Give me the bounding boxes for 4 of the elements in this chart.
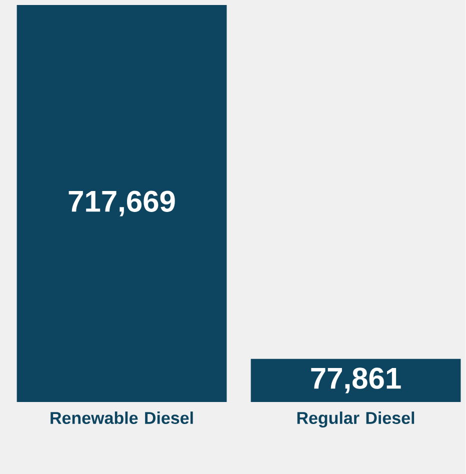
data-label: 77,861	[311, 368, 401, 394]
x-tick-label: Renewable Diesel	[50, 412, 193, 424]
x-tick-label: Regular Diesel	[298, 412, 414, 428]
data-label: 717,669	[68, 190, 175, 216]
